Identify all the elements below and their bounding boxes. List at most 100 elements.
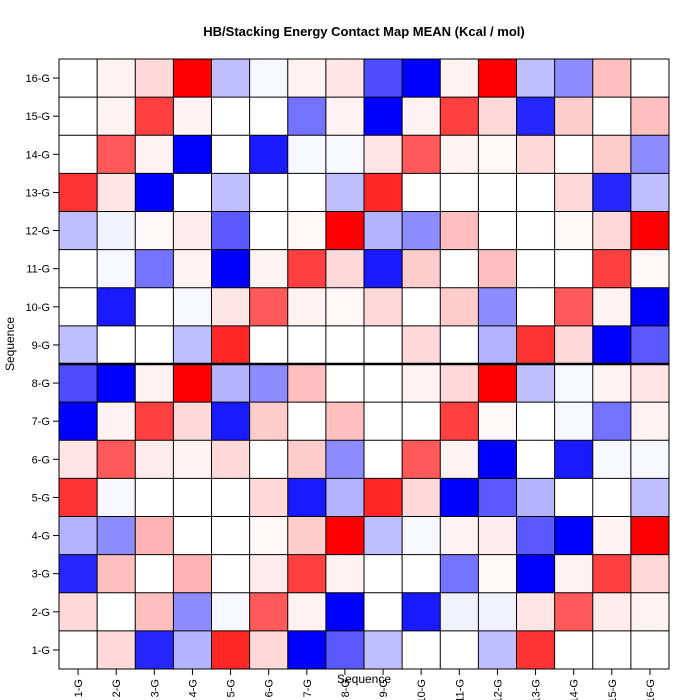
- heatmap-cell-3-G-6-G: [249, 554, 288, 593]
- heatmap-cell-2-G-5-G: [211, 592, 250, 631]
- heatmap-cell-10-G-11-G: [440, 287, 479, 326]
- heatmap-cell-5-G-2-G: [97, 478, 136, 517]
- heatmap-cell-13-G-9-G: [364, 173, 403, 212]
- heatmap-cell-13-G-12-G: [478, 173, 517, 212]
- heatmap-cell-9-G-12-G: [478, 325, 517, 364]
- heatmap-cell-4-G-4-G: [173, 516, 212, 555]
- y-tick-label: 10-G: [26, 302, 50, 314]
- heatmap-cell-4-G-6-G: [249, 516, 288, 555]
- heatmap-cell-4-G-3-G: [135, 516, 174, 555]
- heatmap-cell-6-G-6-G: [249, 440, 288, 479]
- heatmap-cell-1-G-13-G: [516, 630, 555, 669]
- heatmap-cell-11-G-8-G: [325, 249, 364, 288]
- heatmap-cell-16-G-6-G: [249, 59, 288, 98]
- heatmap-cell-2-G-8-G: [325, 592, 364, 631]
- heatmap-cell-9-G-5-G: [211, 325, 250, 364]
- heatmap-cell-6-G-16-G: [630, 440, 669, 479]
- heatmap-cell-13-G-6-G: [249, 173, 288, 212]
- heatmap-cell-2-G-13-G: [516, 592, 555, 631]
- heatmap-cell-15-G-10-G: [402, 97, 441, 136]
- heatmap-cell-1-G-15-G: [592, 630, 631, 669]
- heatmap-cell-11-G-6-G: [249, 249, 288, 288]
- x-tick-label: 6-G: [264, 679, 276, 697]
- heatmap-cell-9-G-7-G: [287, 325, 326, 364]
- heatmap-cell-10-G-2-G: [97, 287, 136, 326]
- heatmap-cell-12-G-5-G: [211, 211, 250, 250]
- heatmap-cell-12-G-12-G: [478, 211, 517, 250]
- x-tick-label: 8-G: [340, 679, 352, 697]
- y-tick-label: 3-G: [32, 569, 50, 581]
- heatmap-cell-2-G-11-G: [440, 592, 479, 631]
- heatmap-cell-16-G-5-G: [211, 59, 250, 98]
- heatmap-grid: [58, 58, 670, 670]
- heatmap-cell-10-G-7-G: [287, 287, 326, 326]
- heatmap-cell-10-G-6-G: [249, 287, 288, 326]
- heatmap-cell-12-G-2-G: [97, 211, 136, 250]
- heatmap-cell-4-G-8-G: [325, 516, 364, 555]
- heatmap-cell-10-G-13-G: [516, 287, 555, 326]
- heatmap-cell-12-G-3-G: [135, 211, 174, 250]
- heatmap-cell-1-G-5-G: [211, 630, 250, 669]
- heatmap-cell-6-G-10-G: [402, 440, 441, 479]
- heatmap-cell-7-G-13-G: [516, 402, 555, 441]
- heatmap-cell-13-G-2-G: [97, 173, 136, 212]
- heatmap-cell-3-G-9-G: [364, 554, 403, 593]
- heatmap-cell-11-G-13-G: [516, 249, 555, 288]
- heatmap-cell-9-G-10-G: [402, 325, 441, 364]
- heatmap-cell-16-G-13-G: [516, 59, 555, 98]
- heatmap-cell-8-G-15-G: [592, 364, 631, 403]
- heatmap-cell-7-G-2-G: [97, 402, 136, 441]
- heatmap-cell-12-G-4-G: [173, 211, 212, 250]
- heatmap-cell-1-G-16-G: [630, 630, 669, 669]
- heatmap-cell-15-G-9-G: [364, 97, 403, 136]
- x-tick-label: 9-G: [378, 679, 390, 697]
- heatmap-cell-16-G-9-G: [364, 59, 403, 98]
- heatmap-cell-1-G-7-G: [287, 630, 326, 669]
- heatmap-cell-15-G-2-G: [97, 97, 136, 136]
- heatmap-cell-12-G-7-G: [287, 211, 326, 250]
- heatmap-cell-3-G-16-G: [630, 554, 669, 593]
- heatmap-cell-7-G-7-G: [287, 402, 326, 441]
- heatmap-cell-8-G-5-G: [211, 364, 250, 403]
- heatmap-cell-13-G-8-G: [325, 173, 364, 212]
- heatmap-cell-9-G-8-G: [325, 325, 364, 364]
- heatmap-cell-15-G-7-G: [287, 97, 326, 136]
- heatmap-cell-11-G-2-G: [97, 249, 136, 288]
- heatmap-cell-1-G-12-G: [478, 630, 517, 669]
- heatmap-cell-14-G-14-G: [554, 135, 593, 174]
- heatmap-cell-6-G-15-G: [592, 440, 631, 479]
- heatmap-cell-7-G-10-G: [402, 402, 441, 441]
- x-tick-label: 16-G: [645, 679, 657, 700]
- heatmap-cell-15-G-14-G: [554, 97, 593, 136]
- heatmap-cell-8-G-7-G: [287, 364, 326, 403]
- heatmap-cell-14-G-5-G: [211, 135, 250, 174]
- y-tick-label: 2-G: [32, 607, 50, 619]
- heatmap-cell-4-G-1-G: [59, 516, 98, 555]
- heatmap-cell-6-G-9-G: [364, 440, 403, 479]
- heatmap-cell-10-G-8-G: [325, 287, 364, 326]
- heatmap-cell-6-G-13-G: [516, 440, 555, 479]
- heatmap-cell-16-G-10-G: [402, 59, 441, 98]
- y-tick-label: 4-G: [32, 531, 50, 543]
- heatmap-cell-5-G-6-G: [249, 478, 288, 517]
- heatmap-cell-13-G-14-G: [554, 173, 593, 212]
- x-tick-label: 14-G: [569, 679, 581, 700]
- heatmap-cell-15-G-16-G: [630, 97, 669, 136]
- heatmap-cell-5-G-10-G: [402, 478, 441, 517]
- x-tick-label: 1-G: [73, 679, 85, 697]
- heatmap-cell-13-G-13-G: [516, 173, 555, 212]
- heatmap-cell-12-G-10-G: [402, 211, 441, 250]
- heatmap-cell-14-G-7-G: [287, 135, 326, 174]
- heatmap-cell-4-G-12-G: [478, 516, 517, 555]
- heatmap-cell-12-G-13-G: [516, 211, 555, 250]
- heatmap-cells: [59, 59, 669, 669]
- x-tick-label: 13-G: [531, 679, 543, 700]
- heatmap-cell-14-G-16-G: [630, 135, 669, 174]
- heatmap-cell-9-G-3-G: [135, 325, 174, 364]
- heatmap-cell-16-G-1-G: [59, 59, 98, 98]
- x-tick-label: 3-G: [149, 679, 161, 697]
- heatmap-cell-2-G-15-G: [592, 592, 631, 631]
- heatmap-cell-5-G-11-G: [440, 478, 479, 517]
- heatmap-cell-14-G-3-G: [135, 135, 174, 174]
